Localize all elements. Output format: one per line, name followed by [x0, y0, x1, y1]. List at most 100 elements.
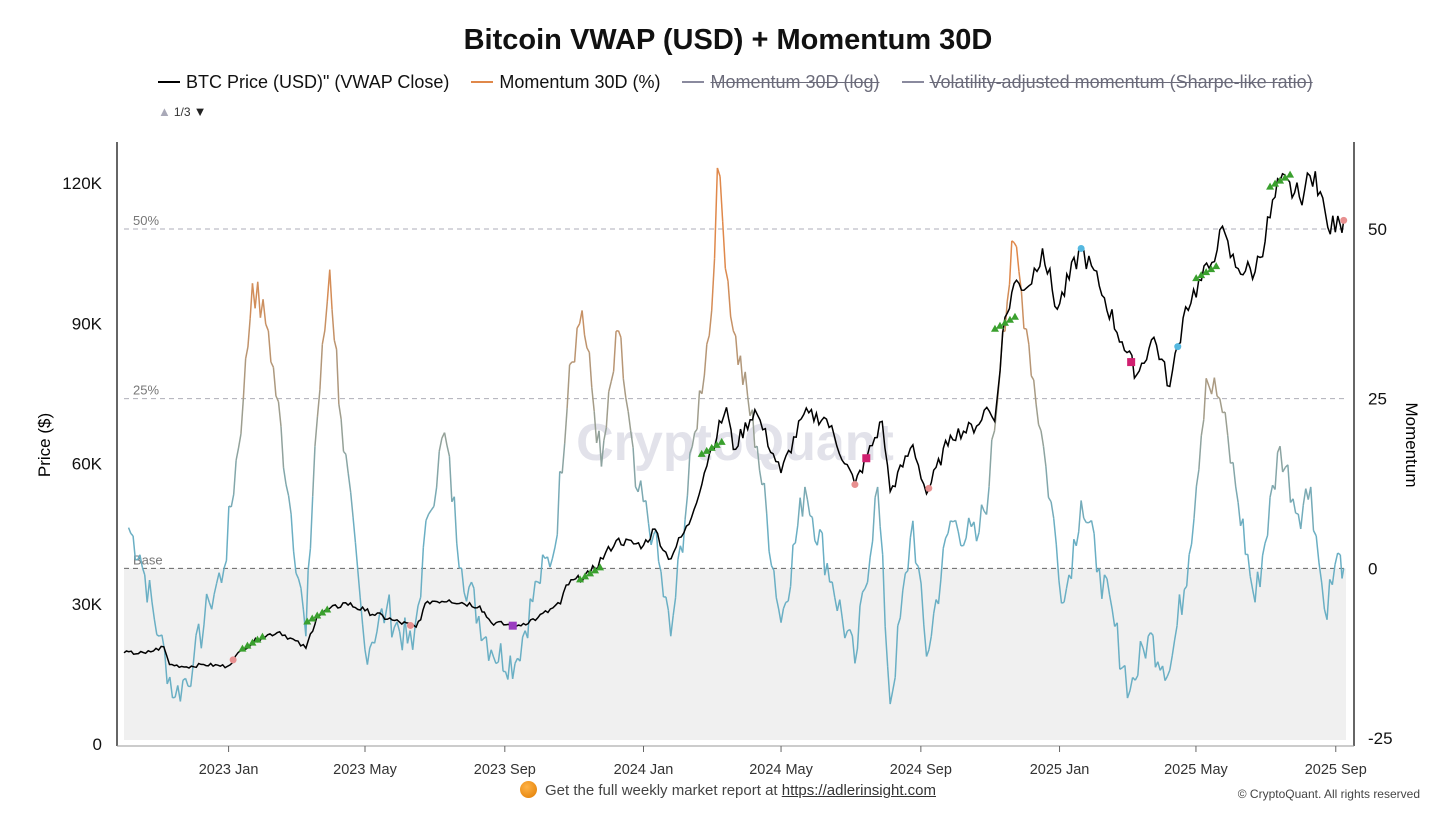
momentum-segment	[230, 494, 235, 508]
legend-page-up-icon[interactable]: ▲	[158, 104, 171, 119]
momentum-segment	[401, 617, 406, 651]
momentum-segment	[1035, 404, 1040, 425]
momentum-segment	[1030, 375, 1035, 381]
momentum-segment	[251, 283, 256, 309]
momentum-segment	[419, 547, 425, 598]
momentum-segment	[1198, 435, 1203, 470]
momentum-segment	[1185, 554, 1190, 587]
legend-item-momentum-30d-log[interactable]: Momentum 30D (log)	[682, 71, 880, 93]
momentum-segment	[1195, 469, 1200, 487]
legend-label-btc-price: BTC Price (USD)" (VWAP Close)	[186, 71, 450, 92]
momentum-segment	[329, 269, 333, 310]
momentum-segment	[1058, 579, 1063, 604]
momentum-segment	[223, 560, 228, 569]
legend-item-btc-price[interactable]: BTC Price (USD)" (VWAP Close)	[158, 72, 449, 93]
momentum-segment	[480, 637, 485, 642]
momentum-segment	[1176, 594, 1181, 626]
momentum-segment	[746, 395, 751, 416]
momentum-segment	[907, 537, 912, 571]
below-base-band	[124, 568, 1346, 740]
momentum-segment	[1254, 571, 1259, 603]
momentum-segment	[247, 318, 251, 348]
signal-up-triangle	[1010, 312, 1019, 320]
momentum-segment	[954, 520, 959, 532]
momentum-segment	[782, 602, 787, 609]
momentum-segment	[884, 626, 889, 667]
momentum-segment	[1103, 574, 1108, 580]
momentum-segment	[732, 330, 737, 337]
momentum-segment	[1116, 622, 1121, 670]
momentum-segment	[610, 371, 615, 382]
momentum-segment	[891, 677, 896, 692]
momentum-segment	[352, 516, 357, 543]
momentum-segment	[270, 361, 275, 368]
momentum-segment	[727, 280, 732, 317]
momentum-segment	[988, 439, 993, 487]
momentum-segment	[292, 551, 297, 574]
momentum-segment	[383, 608, 388, 624]
momentum-segment	[342, 450, 347, 455]
momentum-segment	[1008, 240, 1013, 285]
momentum-segment	[826, 563, 831, 583]
y-left-tick-label: 60K	[72, 455, 103, 474]
momentum-segment	[928, 635, 933, 650]
signal-up-triangle	[596, 563, 605, 571]
signal-up-triangle	[238, 644, 247, 652]
signal-up-triangle	[1286, 170, 1295, 178]
momentum-segment	[947, 520, 952, 534]
momentum-segment	[448, 456, 453, 502]
momentum-segment	[713, 167, 719, 259]
momentum-segment	[487, 649, 492, 661]
momentum-segment	[331, 309, 336, 341]
momentum-segment	[425, 513, 430, 521]
momentum-segment	[899, 590, 904, 618]
momentum-segment	[632, 447, 637, 487]
signal-up-triangle	[1266, 182, 1275, 190]
momentum-segment	[849, 629, 854, 637]
momentum-segment	[593, 411, 598, 444]
momentum-segment	[650, 534, 655, 546]
momentum-segment	[660, 571, 665, 598]
signal-dot	[406, 621, 414, 629]
legend-label-momentum-30d-log: Momentum 30D (log)	[710, 71, 880, 92]
momentum-segment	[1242, 518, 1247, 555]
momentum-segment	[554, 534, 559, 549]
y-left-tick-label: 0	[93, 735, 102, 754]
axes: 0 30K 60K 90K 120K -25 0 25 50 2023 Jan 2023 May 20…	[62, 142, 1393, 778]
momentum-segment	[701, 374, 706, 394]
momentum-segment	[546, 556, 551, 568]
signal-up-triangle	[258, 632, 267, 640]
momentum-segment	[354, 542, 359, 571]
x-tick-label: 2024 Jan	[614, 762, 674, 778]
momentum-segment	[1042, 446, 1047, 467]
momentum-segment	[894, 625, 899, 678]
momentum-segment	[473, 588, 478, 624]
legend: BTC Price (USD)" (VWAP Close) Momentum 3…	[158, 70, 1335, 94]
momentum-segment	[920, 583, 925, 626]
footer-link[interactable]: https://adlerinsight.com	[781, 782, 936, 799]
momentum-segment	[706, 335, 710, 345]
momentum-segment	[1173, 625, 1178, 641]
momentum-segment	[244, 346, 249, 359]
momentum-segment	[1083, 517, 1087, 523]
legend-item-momentum-30d[interactable]: Momentum 30D (%)	[471, 72, 660, 93]
legend-item-volatility-adjusted[interactable]: Volatility-adjusted momentum (Sharpe-lik…	[901, 72, 1313, 93]
momentum-segment	[240, 398, 245, 435]
signal-up-triangle	[1281, 173, 1290, 181]
momentum-segment	[694, 428, 698, 434]
signal-up-triangle	[243, 641, 252, 649]
momentum-segment	[744, 371, 749, 397]
signal-up-triangle	[591, 566, 600, 574]
momentum-segment	[282, 467, 287, 485]
momentum-segment	[295, 572, 300, 579]
momentum-segment	[768, 551, 773, 566]
momentum-segment	[1108, 594, 1113, 610]
momentum-segment	[411, 623, 417, 650]
copyright: © CryptoQuant. All rights reserved	[1237, 787, 1420, 801]
momentum-segment	[1139, 640, 1144, 649]
momentum-segment	[561, 443, 566, 474]
signal-dot	[1174, 343, 1182, 351]
momentum-segment	[1055, 544, 1060, 581]
momentum-segment	[696, 390, 701, 430]
legend-page-down-icon[interactable]: ▼	[193, 104, 207, 119]
